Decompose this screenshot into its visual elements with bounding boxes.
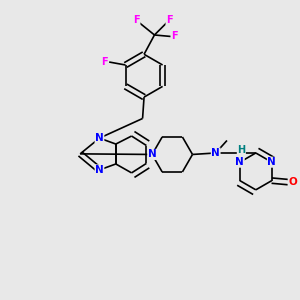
Text: H: H (237, 145, 245, 155)
Text: N: N (95, 133, 104, 143)
Text: N: N (236, 157, 244, 167)
Text: O: O (288, 177, 297, 187)
Text: F: F (166, 15, 172, 25)
Text: N: N (95, 165, 104, 175)
Text: F: F (101, 57, 108, 67)
Text: F: F (171, 32, 178, 41)
Text: N: N (211, 148, 220, 158)
Text: N: N (267, 157, 276, 167)
Text: N: N (148, 149, 157, 160)
Text: F: F (133, 15, 140, 25)
